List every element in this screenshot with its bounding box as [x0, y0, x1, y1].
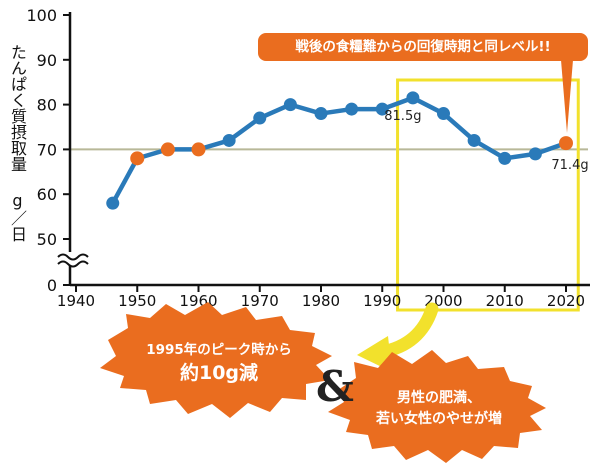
burst-right-line2: 若い女性のやせが増: [376, 411, 502, 427]
axis-break-icon: [57, 252, 89, 268]
y-ticks: 0 50 60 70 80 90 100: [26, 6, 70, 295]
data-label-1995: 81.5g: [384, 109, 421, 124]
y-tick-label: 100: [26, 6, 57, 25]
data-point-1965: [222, 133, 236, 147]
data-point-1960: [191, 142, 206, 157]
data-point-2020: [559, 136, 573, 151]
data-point-2015: [528, 147, 542, 161]
data-point-1946: [106, 196, 120, 210]
data-point-1970: [253, 111, 267, 125]
data-label-2020: 71.4g: [551, 158, 588, 173]
y-tick-label: 90: [37, 51, 57, 70]
y-tick-label: 60: [37, 185, 57, 204]
y-tick-label: 50: [37, 230, 57, 249]
callout-pointer: [561, 60, 573, 133]
y-tick-label: 70: [37, 140, 57, 159]
series-line: [110, 95, 567, 205]
x-tick-label: 2010: [486, 292, 524, 310]
data-point-1950: [130, 151, 145, 166]
data-point-2000: [437, 107, 450, 121]
ampersand: &: [316, 362, 354, 411]
x-tick-label: 2020: [547, 292, 585, 310]
y-tick-label: 80: [37, 96, 57, 115]
burst-left-line1: 1995年のピーク時から: [146, 342, 292, 358]
y-axis-title: たんぱく質摂取量 g／日: [8, 44, 27, 242]
data-point-1990: [375, 102, 389, 116]
x-tick-label: 1940: [57, 292, 95, 310]
x-tick-label: 1990: [363, 292, 401, 310]
highlight-box-1995-2020: [396, 78, 580, 312]
x-tick-label: 1970: [241, 292, 279, 310]
burst-left-line2: 約10g減: [179, 362, 259, 384]
callout-top: 戦後の食糧難からの回復時期と同レベル!!: [258, 33, 588, 61]
data-labels: 81.5g 71.4g: [384, 109, 588, 173]
x-ticks: 1940 1950 1960 1970 1980 1990 2000 2010 2020: [57, 285, 585, 310]
data-points: [106, 91, 573, 210]
data-point-1995: [406, 91, 420, 105]
x-tick-label: 1950: [118, 292, 156, 310]
y-tick-label: 0: [47, 276, 57, 295]
burst-right: [328, 350, 546, 463]
burst-right-line1: 男性の肥満、: [397, 390, 481, 406]
data-point-2005: [467, 133, 481, 147]
data-point-1985: [345, 102, 359, 116]
data-point-1980: [314, 107, 328, 121]
data-point-1975: [283, 98, 297, 112]
data-point-2010: [498, 151, 512, 165]
data-point-1955: [160, 142, 175, 157]
burst-left: [100, 302, 332, 418]
x-tick-label: 1980: [302, 292, 340, 310]
